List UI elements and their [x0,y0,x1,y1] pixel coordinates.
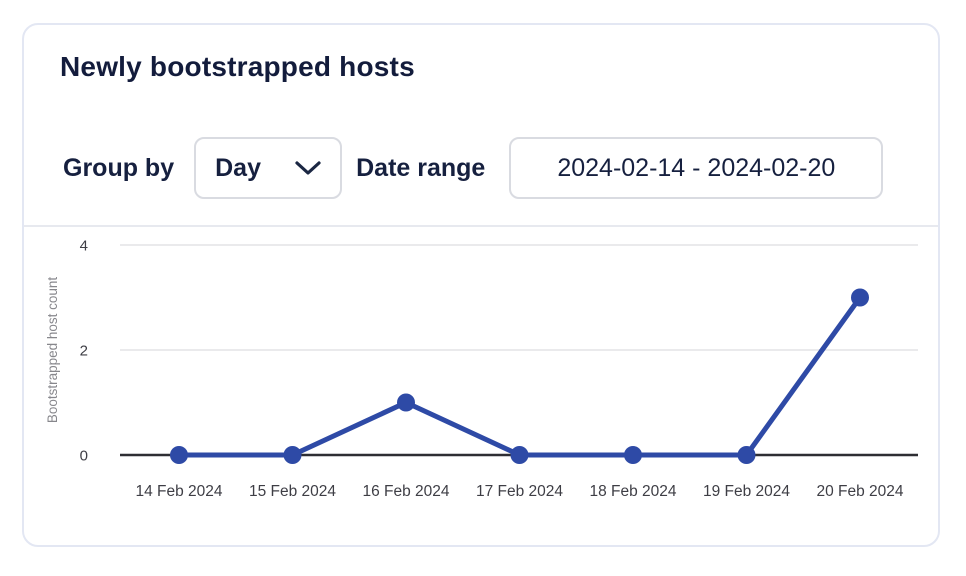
date-range-input[interactable]: 2024-02-14 - 2024-02-20 [509,137,884,199]
y-tick-label: 0 [80,448,88,465]
x-tick-label: 18 Feb 2024 [589,483,676,500]
chevron-down-icon [295,161,321,175]
data-point[interactable] [283,446,302,464]
y-tick-label: 4 [80,238,88,255]
x-tick-label: 16 Feb 2024 [362,483,449,500]
card-title: Newly bootstrapped hosts [60,51,415,82]
data-line [176,295,863,458]
group-by-select[interactable]: Day [194,137,343,199]
x-tick-label: 19 Feb 2024 [703,483,790,500]
x-tick-label: 15 Feb 2024 [249,483,336,500]
newly-bootstrapped-hosts-card: Newly bootstrapped hosts Group by Day Da… [22,23,940,547]
x-tick-label: 17 Feb 2024 [476,483,563,500]
y-tick-label: 2 [80,343,88,360]
data-point[interactable] [510,446,529,464]
x-tick-label: 14 Feb 2024 [135,483,222,500]
date-range-label: Date range [356,153,486,182]
data-point[interactable] [851,288,869,307]
chart-svg: 0 2 4 Bootstrapped host count 14 Feb 2024 15 … [45,238,918,500]
group-by-label: Group by [63,153,175,182]
date-range-value: 2024-02-14 - 2024-02-20 [557,153,836,182]
y-axis-title: Bootstrapped host count [45,277,60,424]
data-point[interactable] [397,393,415,412]
x-tick-label: 20 Feb 2024 [816,483,903,500]
group-by-value: Day [215,153,261,182]
data-point[interactable] [624,446,642,464]
data-point[interactable] [170,446,188,464]
data-point[interactable] [737,446,756,464]
controls-row: Group by Day Date range 2024-02-14 - 202… [63,137,884,199]
header-divider [24,225,938,227]
